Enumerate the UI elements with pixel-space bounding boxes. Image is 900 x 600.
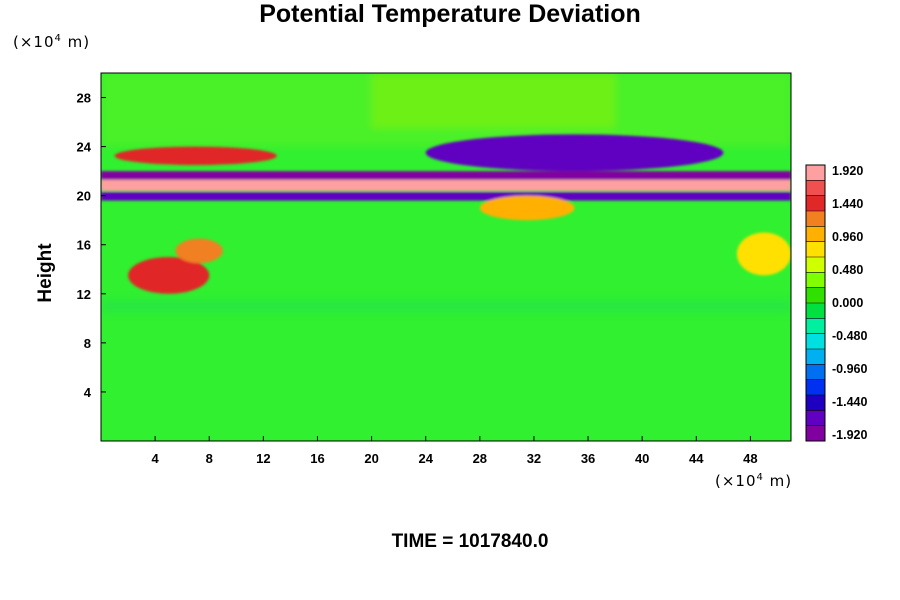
y-axis-unit: (×104 m)	[13, 33, 91, 51]
colorbar-label: -0.480	[832, 329, 867, 343]
x-tick-label: 44	[689, 451, 704, 466]
x-tick-label: 28	[473, 451, 487, 466]
colorbar-segment	[806, 241, 825, 258]
x-tick-label: 4	[152, 451, 160, 466]
x-tick-label: 32	[527, 451, 541, 466]
heatmap-cell	[425, 134, 724, 172]
colorbar-label: 0.480	[832, 263, 863, 277]
y-tick-label: 4	[84, 385, 92, 400]
y-tick-label: 16	[77, 238, 91, 253]
colorbar-segment	[806, 226, 825, 243]
time-label: TIME = 1017840.0	[391, 531, 549, 552]
x-tick-label: 20	[364, 451, 378, 466]
heatmap-features	[101, 134, 791, 294]
colorbar-frame	[805, 164, 826, 442]
colorbar: 1.920 1.440 0.960 0.480 0.000 -0.480 -0.960 -1.…	[805, 164, 867, 442]
y-tick-label: 20	[77, 189, 91, 204]
y-tick-label: 8	[84, 336, 91, 351]
colorbar-segment	[806, 395, 825, 411]
colorbar-segment	[806, 165, 825, 181]
x-tick-label: 24	[418, 451, 433, 466]
y-tick-label: 24	[77, 140, 92, 155]
x-tick-label: 8	[206, 451, 213, 466]
colorbar-segment	[806, 349, 825, 365]
colorbar-segment	[806, 287, 825, 304]
colorbar-segment	[806, 211, 825, 227]
colorbar-segment	[806, 303, 825, 319]
colorbar-segment	[806, 257, 825, 273]
chart-title: Potential Temperature Deviation	[259, 0, 641, 28]
upper-field	[371, 73, 616, 129]
colorbar-label: -1.440	[832, 395, 867, 409]
colorbar-segment	[806, 364, 825, 381]
x-tick-label: 40	[635, 451, 649, 466]
x-tick-label: 36	[581, 451, 595, 466]
colorbar-label: 1.920	[832, 164, 863, 178]
y-axis: 4 8 12 16 20 24 28	[77, 91, 106, 400]
mid-field	[101, 299, 791, 313]
heatmap-cell	[101, 171, 791, 180]
heatmap-cell	[128, 257, 210, 294]
colorbar-segment	[806, 379, 825, 396]
y-tick-label: 12	[77, 287, 91, 302]
heatmap-cell	[114, 146, 277, 165]
y-tick-label: 28	[77, 91, 91, 106]
heatmap-area	[101, 73, 791, 441]
colorbar-segment	[806, 410, 825, 427]
colorbar-label: 0.000	[832, 296, 863, 310]
colorbar-label: -0.960	[832, 362, 867, 376]
x-axis-unit: (×104 m)	[715, 472, 793, 490]
colorbar-segment	[806, 318, 825, 335]
heatmap-cell	[736, 232, 791, 276]
colorbar-segment	[806, 272, 825, 289]
x-axis: 4 8 12 16 20 24 28 32 36 40 44 48	[152, 436, 758, 466]
colorbar-label: 1.440	[832, 197, 863, 211]
colorbar-segment	[806, 333, 825, 350]
heatmap-texture	[101, 73, 791, 313]
heatmap-cell	[101, 191, 791, 201]
colorbar-label: -1.920	[832, 428, 867, 442]
colorbar-segment	[806, 180, 825, 197]
x-tick-label: 16	[310, 451, 324, 466]
x-tick-label: 12	[256, 451, 270, 466]
x-tick-label: 48	[743, 451, 757, 466]
colorbar-label: 0.960	[832, 230, 863, 244]
heatmap-cell	[479, 195, 575, 221]
colorbar-segment	[806, 195, 825, 212]
heatmap-cell	[101, 179, 791, 191]
plot-frame	[100, 72, 792, 442]
heatmap-cell	[175, 238, 223, 264]
colorbar-segment	[806, 425, 825, 442]
